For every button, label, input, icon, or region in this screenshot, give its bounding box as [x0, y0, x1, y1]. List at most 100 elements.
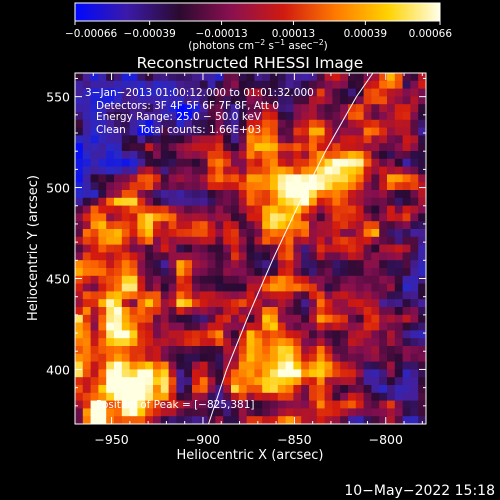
heatmap-cell [332, 361, 341, 370]
heatmap-cell [340, 244, 349, 253]
heatmap-cell [348, 213, 357, 222]
heatmap-cell [394, 119, 404, 129]
heatmap-cell [324, 221, 333, 230]
heatmap-cell [160, 236, 170, 246]
heatmap-cell [207, 252, 216, 261]
heatmap-cell [246, 135, 255, 144]
heatmap-cell [418, 361, 426, 370]
heatmap-cell [387, 236, 396, 246]
heatmap-cell [114, 80, 123, 90]
heatmap-cell [316, 174, 326, 183]
heatmap-cell [184, 338, 193, 347]
heatmap-cell [402, 385, 411, 394]
heatmap-cell [153, 119, 162, 129]
heatmap-cell [215, 80, 224, 90]
heatmap-cell [379, 346, 388, 355]
heatmap-cell [137, 236, 146, 246]
heatmap-cell [379, 80, 388, 90]
heatmap-cell [340, 236, 349, 246]
heatmap-cell [332, 80, 341, 90]
heatmap-cell [402, 174, 411, 183]
heatmap-cell [184, 385, 193, 394]
heatmap-cell [293, 314, 302, 324]
heatmap-cell [402, 377, 411, 386]
heatmap-cell [98, 174, 107, 183]
heatmap-cell [254, 135, 263, 144]
heatmap-cell [207, 73, 216, 82]
heatmap-cell [106, 213, 115, 222]
heatmap-cell [215, 307, 224, 316]
heatmap-cell [379, 322, 388, 331]
heatmap-cell [254, 229, 263, 238]
heatmap-cell [270, 346, 279, 355]
heatmap-cell [90, 182, 99, 191]
heatmap-cell [207, 283, 216, 292]
heatmap-cell [324, 385, 333, 394]
heatmap-cell [231, 127, 240, 136]
heatmap-cell [168, 143, 177, 152]
heatmap-cell [246, 119, 255, 129]
heatmap-cell [293, 408, 302, 417]
heatmap-cell [379, 353, 388, 363]
heatmap-cell [145, 197, 154, 207]
heatmap-cell [231, 166, 240, 175]
heatmap-cell [309, 174, 318, 183]
heatmap-cell [121, 307, 131, 316]
heatmap-cell [254, 369, 263, 378]
heatmap-cell [121, 291, 131, 300]
heatmap-cell [324, 182, 333, 191]
heatmap-cell [82, 400, 92, 409]
heatmap-cell [215, 338, 224, 347]
heatmap-cell [418, 190, 426, 199]
heatmap-cell [176, 346, 185, 355]
heatmap-cell [129, 244, 138, 253]
heatmap-cell [137, 197, 146, 207]
heatmap-cell [145, 400, 154, 409]
heatmap-cell [371, 268, 380, 277]
heatmap-cell [293, 73, 302, 82]
heatmap-cell [402, 119, 411, 129]
heatmap-cell [223, 283, 232, 292]
heatmap-cell [129, 213, 138, 222]
heatmap-cell [153, 127, 162, 136]
heatmap-cell [106, 252, 115, 261]
heatmap-cell [379, 174, 388, 183]
heatmap-cell [262, 275, 271, 285]
heatmap-cell [418, 135, 426, 144]
heatmap-cell [394, 151, 404, 160]
heatmap-cell [379, 88, 388, 97]
heatmap-cell [410, 330, 419, 339]
heatmap-cell [90, 307, 99, 316]
heatmap-cell [75, 314, 84, 324]
heatmap-cell [371, 135, 380, 144]
heatmap-cell [316, 166, 326, 175]
colorbar-unit-label: (photons cm−2 s−1 asec−2) [188, 38, 327, 52]
heatmap-cell [129, 127, 138, 136]
heatmap-cell [184, 135, 193, 144]
heatmap-cell [402, 80, 411, 90]
heatmap-cell [387, 221, 396, 230]
heatmap-cell [387, 322, 396, 331]
heatmap-cell [418, 283, 426, 292]
heatmap-cell [387, 190, 396, 199]
heatmap-cell [238, 80, 248, 90]
heatmap-cell [324, 119, 333, 129]
heatmap-cell [418, 236, 426, 246]
heatmap-cell [371, 174, 380, 183]
heatmap-cell [332, 88, 341, 97]
heatmap-cell [340, 322, 349, 331]
heatmap-cell [402, 322, 411, 331]
heatmap-cell [199, 330, 209, 339]
heatmap-cell [410, 143, 419, 152]
heatmap-cell [231, 283, 240, 292]
heatmap-cell [262, 252, 271, 261]
heatmap-cell [192, 73, 201, 82]
heatmap-cell [277, 392, 287, 402]
heatmap-cell [192, 408, 201, 417]
heatmap-cell [176, 353, 185, 363]
heatmap-cell [114, 166, 123, 175]
heatmap-cell [293, 197, 302, 207]
heatmap-cell [418, 307, 426, 316]
heatmap-cell [223, 190, 232, 199]
heatmap-cell [114, 119, 123, 129]
